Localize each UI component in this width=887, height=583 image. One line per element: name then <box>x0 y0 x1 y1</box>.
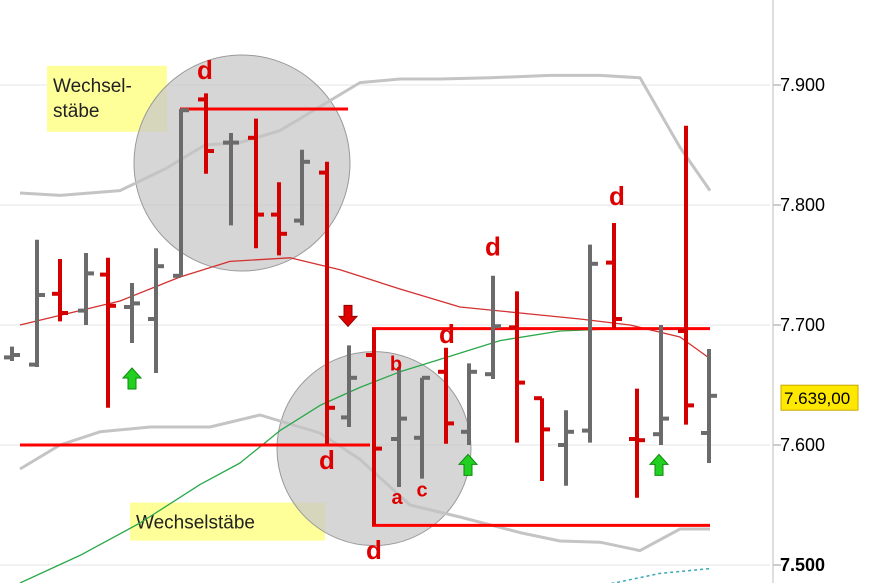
bollinger-lower-line <box>19 413 710 553</box>
annotation-label: d <box>197 55 213 85</box>
ohlc-bar <box>271 182 287 256</box>
y-tick-label: 7.800 <box>780 195 825 215</box>
ohlc-bar <box>678 125 694 425</box>
y-tick-label: 7.600 <box>780 435 825 455</box>
annotation-label: d <box>485 231 501 261</box>
annotation-label: d <box>366 535 382 565</box>
ohlc-bar <box>248 118 264 249</box>
ohlc-bar <box>485 275 501 379</box>
ohlc-bar <box>391 367 407 487</box>
ohlc-bar <box>78 253 94 325</box>
ohlc-bar <box>701 349 717 463</box>
ohlc-bar <box>461 363 477 445</box>
annotation-label: d <box>439 319 455 349</box>
note-labels: Wechsel-stäbe Wechselstäbe <box>47 65 325 541</box>
down-arrow-icon <box>337 304 359 328</box>
ohlc-bar <box>294 149 310 226</box>
ohlc-bar <box>319 161 335 444</box>
annotation-label: a <box>391 487 403 509</box>
ohlc-bar <box>438 347 454 444</box>
annotations: d d d d d d b a c <box>197 55 625 565</box>
ohlc-bar <box>148 248 164 373</box>
ohlc-bar <box>582 244 598 443</box>
note-text: Wechsel- <box>53 76 132 97</box>
bollinger-upper-line <box>19 73 712 197</box>
ohlc-bar <box>414 375 430 479</box>
sma-line <box>19 257 711 360</box>
ohlc-bar <box>606 223 622 329</box>
up-arrow-icon <box>648 453 670 476</box>
note-text: Wechselstäbe <box>136 513 255 534</box>
last-price-label: 7.639,00 <box>784 389 850 408</box>
ohlc-bar <box>52 259 68 322</box>
ohlc-bar <box>653 325 669 445</box>
ohlc-bar <box>4 346 20 361</box>
ohlc-bar <box>534 396 550 481</box>
annotation-label: d <box>609 181 625 211</box>
signal-arrows <box>121 304 670 476</box>
up-arrow-icon <box>457 453 479 476</box>
last-price-tag <box>780 384 859 411</box>
ohlc-bar <box>198 93 214 174</box>
annotation-label: d <box>319 445 335 475</box>
y-axis: 7.900 7.800 7.700 7.600 7.500 7.639,00 <box>772 0 859 583</box>
annotation-label: b <box>390 354 402 376</box>
dotted-ma-line <box>609 567 711 583</box>
ohlc-bar <box>124 283 140 343</box>
ohlc-bar <box>223 133 239 226</box>
ohlc-bar <box>29 239 45 367</box>
ohlc-bar <box>366 328 382 526</box>
highlight-circle <box>133 54 351 272</box>
ohlc-bar <box>558 410 574 486</box>
y-tick-label: 7.700 <box>780 315 825 335</box>
annotation-label: c <box>416 480 427 502</box>
ohlc-bar <box>629 388 645 498</box>
ohlc-bar <box>100 257 116 408</box>
up-arrow-icon <box>121 367 143 390</box>
ohlc-bar <box>509 291 525 443</box>
y-tick-label: 7.900 <box>780 75 825 95</box>
ohlc-bar <box>341 345 357 427</box>
note-text: stäbe <box>53 101 99 122</box>
price-bars <box>4 93 717 526</box>
ohlc-bar <box>173 108 189 278</box>
y-tick-label: 7.500 <box>780 555 825 575</box>
